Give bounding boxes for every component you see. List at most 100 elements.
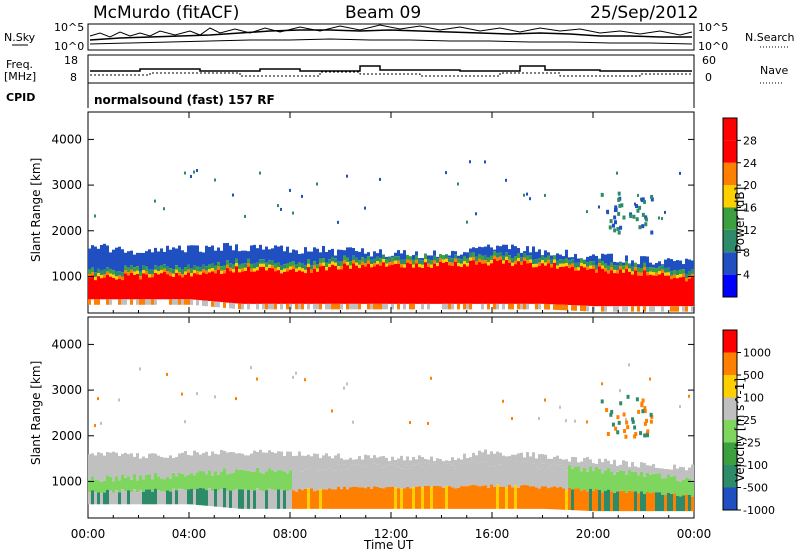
- power-cell-core: [490, 263, 493, 304]
- power-cell-orange: [598, 263, 601, 267]
- power-cell-edge: [322, 245, 325, 259]
- velocity-cell-upper: [571, 468, 574, 490]
- velocity-cell-upper: [295, 474, 298, 492]
- power-cell-edge: [226, 242, 229, 261]
- velocity-cell-core: [421, 487, 424, 509]
- velocity-cell-core: [583, 489, 586, 511]
- velocity-cell-scatter: [100, 421, 102, 425]
- power-cell-core: [415, 263, 418, 304]
- velocity-cell-core: [226, 491, 229, 508]
- velocity-cell-edge: [451, 457, 454, 466]
- velocity-cell-edge: [175, 457, 178, 477]
- power-cell-low: [205, 300, 208, 307]
- power-cell-mid: [115, 271, 118, 277]
- power-patch: [617, 211, 621, 216]
- power-cell-edge: [565, 249, 568, 259]
- x-axis-label: Time UT: [363, 538, 414, 552]
- power-cell-mid: [112, 270, 115, 275]
- freq-panel: [87, 54, 695, 84]
- velocity-cell-upper: [427, 463, 430, 486]
- power-cell-mid: [271, 260, 274, 266]
- power-cell-mid: [304, 265, 307, 270]
- x-tick-label: 04:00: [172, 527, 207, 541]
- power-cell-low: [265, 303, 268, 310]
- power-cell-mid: [172, 269, 175, 274]
- velocity-cell-upper: [334, 470, 337, 490]
- velocity-cell-upper: [283, 471, 286, 491]
- velocity-cell-core: [622, 490, 625, 512]
- power-cell-edge: [112, 249, 115, 271]
- power-cell-scatter: [337, 220, 339, 224]
- velocity-cell-core: [241, 489, 244, 509]
- power-cell-low: [139, 299, 142, 305]
- velocity-cell-upper: [583, 467, 586, 490]
- power-cell-core: [196, 274, 199, 300]
- velocity-cell-core: [115, 490, 118, 505]
- velocity-cell-edge: [313, 453, 316, 474]
- power-cell-scatter: [232, 193, 234, 197]
- power-cell-core: [202, 272, 205, 301]
- power-cell-mid: [373, 258, 376, 264]
- power-cell-orange: [202, 269, 205, 273]
- power-cell-orange: [250, 268, 253, 272]
- power-cell-edge: [511, 244, 514, 259]
- velocity-patch: [646, 433, 650, 438]
- velocity-cell-core: [94, 492, 97, 505]
- velocity-cell-upper: [214, 471, 217, 489]
- velocity-cell-core: [670, 494, 673, 512]
- y-tick-label: 4000: [51, 132, 82, 146]
- power-cell-scatter: [184, 171, 186, 175]
- velocity-cell-core: [220, 489, 223, 508]
- velocity-cell-core: [592, 490, 595, 512]
- power-cell-mid: [235, 258, 238, 264]
- noise-upper-trace: [89, 24, 693, 38]
- power-cell-core: [667, 275, 670, 307]
- velocity-cell-edge: [532, 452, 535, 464]
- power-cell-core: [631, 274, 634, 307]
- power-cell-core: [565, 266, 568, 305]
- velocity-cell-upper: [508, 460, 511, 485]
- power-cell-orange: [658, 271, 661, 275]
- power-cell-orange: [301, 268, 304, 272]
- velocity-cell-upper: [379, 466, 382, 488]
- velocity-cell-core: [562, 488, 565, 510]
- power-cell-mid: [574, 262, 577, 268]
- velocity-cell-scatter: [250, 366, 252, 370]
- velocity-cell-core: [394, 487, 397, 509]
- power-cell-low: [295, 303, 298, 310]
- velocity-cell-core: [649, 493, 652, 512]
- velocity-cell-upper: [265, 471, 268, 491]
- power-cell-core: [250, 271, 253, 304]
- power-cell-orange: [253, 268, 256, 272]
- power-cell-edge: [274, 245, 277, 264]
- power-cell-edge: [622, 262, 625, 265]
- power-cell-orange: [583, 264, 586, 268]
- power-cell-orange: [172, 273, 175, 277]
- velocity-cell-edge: [481, 452, 484, 463]
- power-cell-low: [673, 306, 676, 312]
- velocity-cell-core: [439, 486, 442, 509]
- power-cell-orange: [622, 269, 625, 273]
- power-cell-core: [238, 272, 241, 304]
- power-cell-orange: [127, 272, 130, 276]
- power-cell-core: [304, 273, 307, 304]
- velocity-cell-core: [607, 489, 610, 512]
- power-cell-mid: [451, 258, 454, 263]
- power-cell-edge: [667, 258, 670, 268]
- power-cell-core: [289, 269, 292, 304]
- velocity-cell-core: [208, 488, 211, 507]
- colorbar-tick-label: -1000: [743, 504, 775, 517]
- power-cell-mid: [562, 259, 565, 264]
- velocity-cell-edge: [544, 454, 547, 464]
- velocity-cell-core: [181, 489, 184, 505]
- power-cell-edge: [421, 258, 424, 261]
- velocity-cell-core: [358, 487, 361, 509]
- power-cell-mid: [154, 265, 157, 270]
- power-ylabel: Slant Range [km]: [29, 158, 43, 262]
- power-cell-edge: [265, 246, 268, 263]
- power-cell-mid: [670, 271, 673, 276]
- velocity-cell-core: [151, 491, 154, 505]
- power-cell-core: [634, 270, 637, 307]
- power-cell-orange: [304, 269, 307, 274]
- power-cell-edge: [220, 250, 223, 267]
